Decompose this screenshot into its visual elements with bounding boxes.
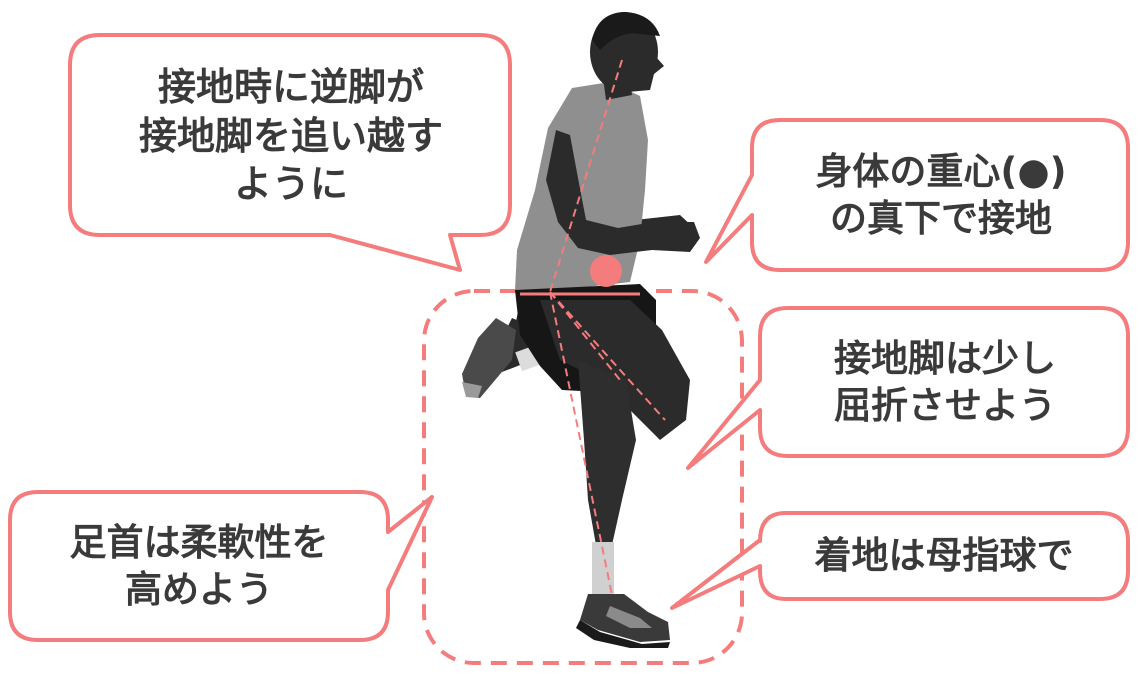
callout-text-forefoot: 着地は母指球で: [768, 518, 1120, 594]
callout-line: 身体の重心(●): [815, 149, 1067, 193]
callout-line: 高めよう: [125, 568, 273, 611]
callout-text-knee: 接地脚は少し 屈折させよう: [770, 316, 1120, 448]
callout-bubble-forefoot: [670, 511, 1130, 610]
callout-text-cog: 身体の重心(●) の真下で接地: [762, 128, 1120, 262]
callout-line: 足首は柔軟性を: [69, 520, 329, 564]
runner-figure: [462, 12, 700, 648]
callout-line: 屈折させよう: [834, 384, 1056, 427]
callout-line: の真下で接地: [829, 197, 1052, 240]
callout-text-overtake: 接地時に逆脚が 接地脚を追い越す ように: [82, 48, 500, 224]
center-of-gravity-dot: [590, 255, 622, 287]
callout-bubble-ankle: [8, 490, 434, 642]
callout-text-ankle: 足首は柔軟性を 高めよう: [18, 500, 380, 632]
callout-line: 接地脚は少し: [834, 336, 1056, 380]
callout-line: 接地時に逆脚が: [157, 65, 424, 110]
alignment-guides: [520, 59, 666, 596]
callout-line: 着地は母指球で: [814, 534, 1074, 578]
callout-line: ように: [233, 162, 348, 207]
callout-bubble-cog: [704, 118, 1130, 272]
callout-line: 接地脚を追い越す: [138, 113, 443, 158]
callout-bubble-overtake: [68, 33, 512, 272]
callout-bubble-knee: [686, 306, 1130, 470]
